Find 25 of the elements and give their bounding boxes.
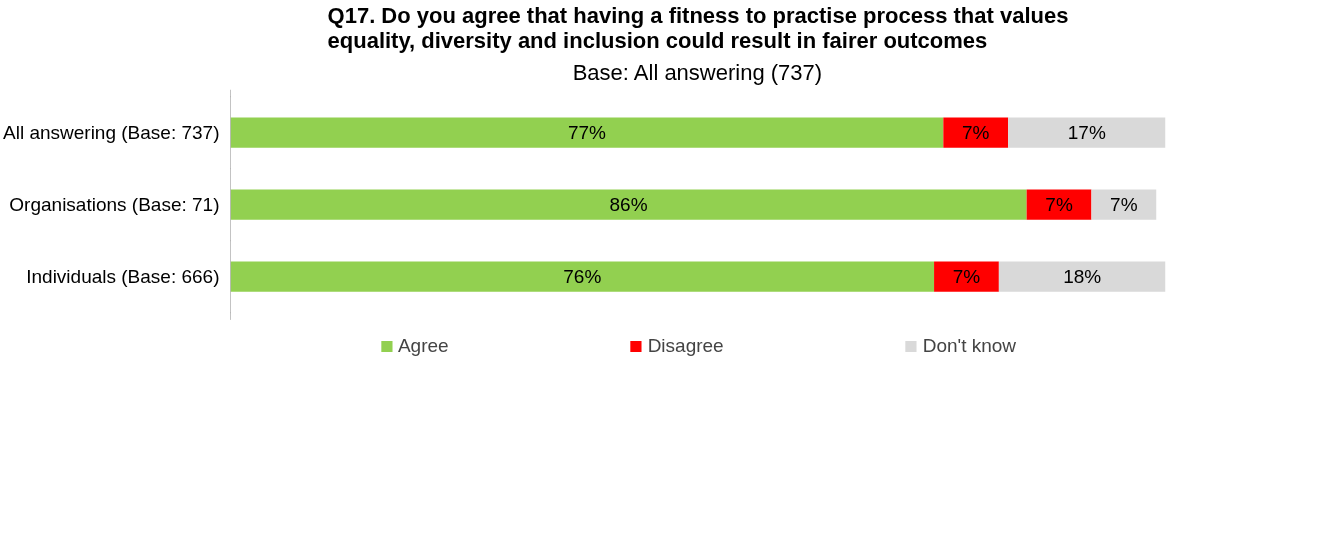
y-tick-label: All answering (Base: 737) — [3, 122, 220, 144]
data-label: 7% — [1045, 194, 1073, 216]
data-label: 86% — [609, 194, 648, 216]
bar — [943, 117, 1009, 148]
chart-title: Q17. Do you agree that having a fitness to practise process that values equality, diversity and inclusion could result in fairer outcomes — [327, 2, 1069, 53]
legend-label: Agree — [397, 335, 449, 357]
y-tick-label: Organisations (Base: 71) — [9, 194, 220, 216]
data-label: 18% — [1063, 266, 1102, 288]
y-tick-label: Individuals (Base: 666) — [26, 266, 220, 288]
data-label: 7% — [952, 266, 981, 288]
bar — [998, 261, 1166, 292]
data-label: 17% — [1067, 122, 1106, 144]
bar — [1091, 189, 1157, 220]
data-label: 7% — [961, 122, 990, 144]
bar — [230, 261, 935, 292]
chart-subtitle: Base: All answering (737) — [572, 59, 823, 85]
data-label: 76% — [563, 266, 602, 288]
bar — [230, 189, 1027, 220]
legend-label: Don't know — [922, 335, 1017, 357]
bar — [934, 261, 999, 292]
data-label: 77% — [567, 122, 607, 144]
data-label: 7% — [1110, 194, 1138, 216]
bar — [230, 117, 944, 148]
bar — [1008, 117, 1166, 148]
legend-label: Disagree — [647, 335, 724, 357]
